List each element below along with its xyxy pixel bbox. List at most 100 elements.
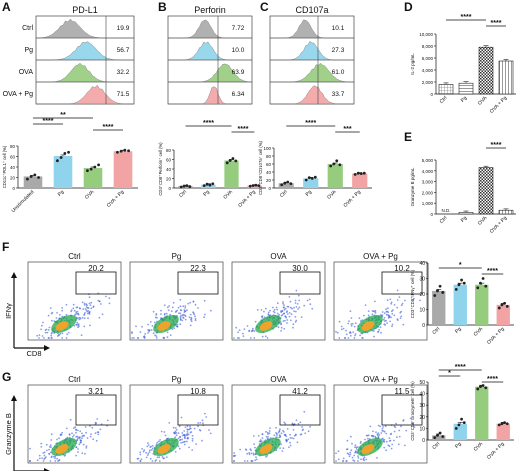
flow-event-dot: [151, 460, 154, 462]
flow-event-dot: [77, 437, 79, 439]
data-point: [500, 303, 504, 307]
flow-event-dot: [281, 309, 284, 312]
flow-gate-value: 22.3: [190, 264, 206, 273]
flow-event-dot: [49, 460, 52, 462]
flow-event-dot: [194, 315, 196, 318]
flow-gate-value: 10.8: [190, 387, 206, 396]
flow-event-dot: [398, 296, 401, 298]
data-point: [202, 184, 206, 188]
flow-event-dot: [357, 460, 359, 462]
histogram-title: CD107a: [295, 5, 328, 15]
flow-event-dot: [189, 301, 192, 304]
flow-plot-frame: [129, 384, 224, 464]
flow-event-dot: [378, 329, 380, 331]
y-tick-label: 40: [419, 392, 425, 398]
flow-event-dot: [301, 426, 303, 428]
flow-event-dot: [41, 457, 43, 459]
bar: [475, 284, 489, 325]
flow-event-dot: [70, 310, 72, 313]
flow-event-dot: [302, 428, 305, 431]
flow-event-dot: [76, 429, 79, 432]
data-point: [479, 385, 482, 389]
data-point: [359, 172, 363, 176]
flow-gate-value: 30.0: [292, 264, 308, 273]
flow-event-dot: [59, 314, 61, 316]
bar: [327, 164, 343, 188]
data-point: [497, 306, 501, 310]
data-point: [484, 284, 488, 288]
flow-event-dot: [296, 441, 299, 444]
flow-event-dot: [379, 425, 381, 428]
flow-event-dot: [400, 304, 403, 307]
flow-event-dot: [186, 309, 188, 311]
flow-event-dot: [152, 445, 154, 447]
data-point: [462, 281, 466, 285]
category-label: OVA + Pg: [106, 189, 126, 209]
flow-event-dot: [360, 440, 362, 443]
bar: [432, 290, 446, 325]
flow-event-dot: [89, 324, 91, 327]
flow-event-dot: [86, 310, 88, 313]
flow-density-core: [361, 321, 375, 331]
flow-event-dot: [300, 433, 303, 436]
flow-event-dot: [338, 337, 341, 339]
flow-event-dot: [288, 296, 291, 298]
y-tick-label: 20: [419, 292, 425, 298]
flow-event-dot: [289, 444, 292, 447]
flow-event-dot: [373, 335, 375, 338]
data-point: [251, 184, 255, 188]
y-tick-label: 0: [430, 212, 433, 217]
flow-event-dot: [275, 426, 277, 429]
bar: [453, 423, 467, 440]
flow-event-dot: [390, 316, 392, 319]
flow-event-dot: [367, 314, 370, 317]
flow-gate: [381, 394, 423, 426]
flow-event-dot: [189, 313, 192, 316]
flow-event-dot: [391, 312, 394, 315]
flow-event-dot: [390, 432, 393, 435]
flow-event-dot: [43, 451, 46, 454]
y-tick-label: 6,000: [422, 56, 434, 61]
y-axis-label: CD3⁺CD8⁺Perforin⁺ cell (%): [158, 142, 163, 196]
flow-event-dot: [293, 310, 295, 312]
flow-event-dot: [350, 323, 353, 325]
flow-event-dot: [204, 412, 206, 415]
flow-event-dot: [65, 313, 68, 316]
flow-event-dot: [266, 337, 269, 339]
flow-event-dot: [163, 337, 166, 339]
flow-event-dot: [282, 429, 284, 432]
flow-event-dot: [390, 301, 393, 304]
flow-event-dot: [96, 418, 99, 420]
flow-event-dot: [367, 310, 370, 312]
flow-event-dot: [188, 446, 191, 449]
flow-event-dot: [384, 320, 386, 322]
flow-event-dot: [384, 425, 387, 428]
flow-event-dot: [98, 316, 101, 319]
flow-event-dot: [174, 430, 177, 433]
flow-event-dot: [51, 337, 53, 339]
flow-event-dot: [181, 314, 184, 317]
flow-event-dot: [289, 441, 291, 444]
histogram-value: 6.34: [232, 91, 245, 98]
flow-event-dot: [265, 307, 267, 310]
data-point: [353, 173, 357, 176]
flow-event-dot: [340, 328, 343, 331]
flow-event-dot: [59, 332, 62, 335]
histogram-row-label: Pg: [24, 47, 33, 54]
flow-event-dot: [383, 312, 386, 315]
y-axis-label: IL-2 pg/mL: [410, 53, 415, 75]
flow-event-dot: [175, 429, 178, 431]
flow-event-dot: [373, 330, 375, 332]
flow-event-dot: [61, 309, 64, 312]
flow-event-dot: [284, 434, 287, 437]
flow-event-dot: [276, 436, 278, 439]
flow-density-core: [259, 321, 273, 331]
significance-label: ****: [455, 364, 466, 371]
flow-event-dot: [88, 311, 91, 314]
panel-letter-g: G: [2, 370, 11, 384]
data-point: [481, 277, 485, 280]
flow-event-dot: [136, 337, 139, 339]
flow-event-dot: [147, 323, 150, 326]
flow-event-dot: [29, 447, 31, 450]
flow-event-dot: [51, 319, 53, 322]
